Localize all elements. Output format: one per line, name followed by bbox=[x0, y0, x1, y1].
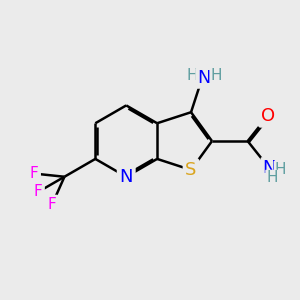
Text: N: N bbox=[262, 159, 275, 177]
Text: N: N bbox=[119, 168, 133, 186]
Text: H: H bbox=[210, 68, 222, 83]
Text: F: F bbox=[30, 166, 39, 181]
Text: N: N bbox=[197, 69, 210, 87]
Text: F: F bbox=[48, 197, 56, 212]
Text: H: H bbox=[274, 162, 286, 177]
Text: H: H bbox=[187, 68, 198, 83]
Text: O: O bbox=[261, 107, 275, 125]
Text: S: S bbox=[185, 161, 197, 179]
Text: F: F bbox=[34, 184, 43, 200]
Text: H: H bbox=[266, 170, 278, 185]
